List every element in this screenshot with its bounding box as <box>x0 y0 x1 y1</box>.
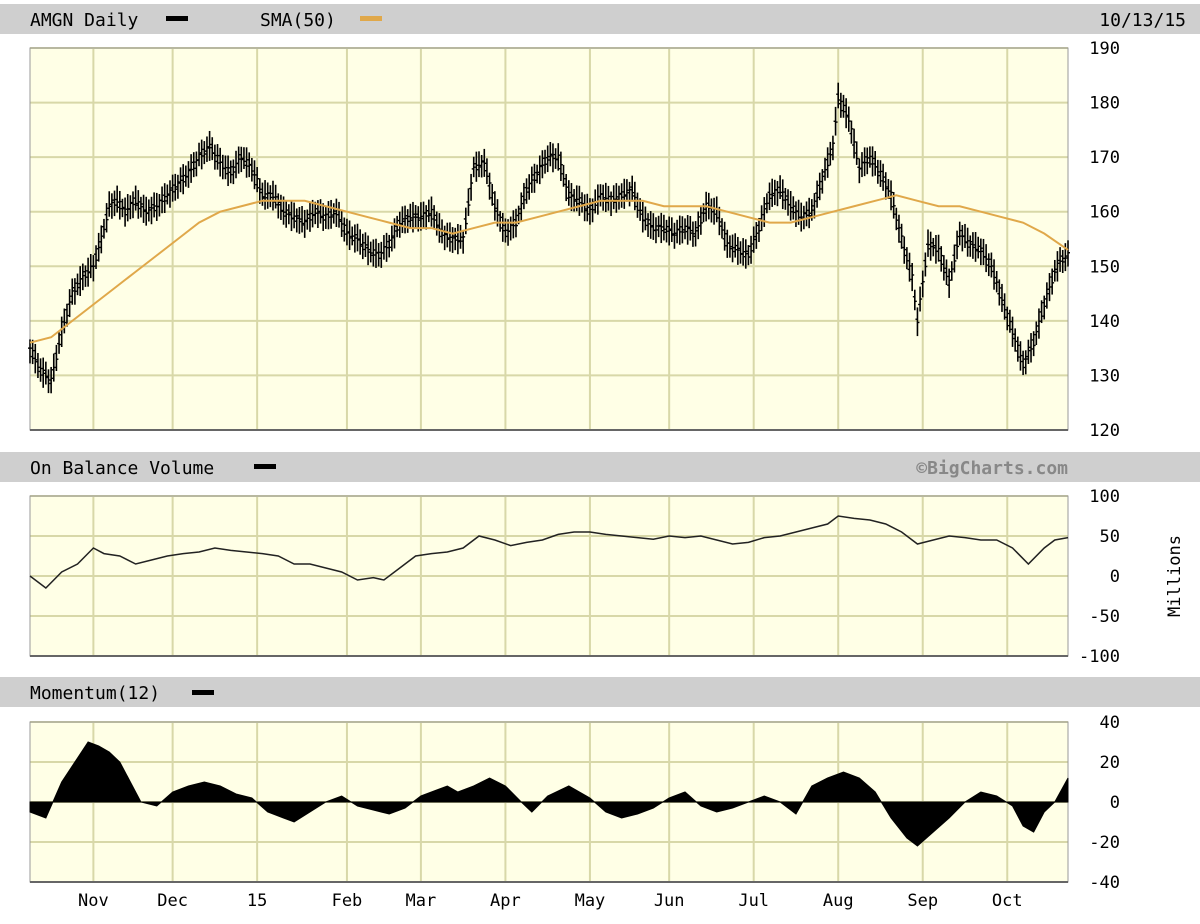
x-axis: Nov Dec 15 Feb Mar Apr May Jun Jul Aug Sep Oct <box>78 891 1023 911</box>
price-ytick-label: 140 <box>1089 312 1120 332</box>
x-tick-label: Mar <box>406 891 437 911</box>
price-plot-area <box>30 48 1068 430</box>
price-ytick-label: 170 <box>1089 148 1120 168</box>
price-legend-swatch <box>166 16 188 21</box>
chart-date: 10/13/15 <box>1099 10 1186 31</box>
x-tick-label: Feb <box>332 891 363 911</box>
price-symbol-label: AMGN Daily <box>30 10 139 31</box>
price-ytick-label: 160 <box>1089 203 1120 223</box>
momentum-panel: 40 20 0 -20 -40 <box>29 713 1120 893</box>
sma-line <box>29 194 1069 344</box>
momentum-label: Momentum(12) <box>30 683 160 704</box>
sma-legend-swatch <box>360 16 382 21</box>
obv-header-bar <box>0 452 1200 482</box>
momentum-ytick-label: -40 <box>1089 873 1120 893</box>
x-tick-label: Aug <box>823 891 854 911</box>
obv-ytick-label: 0 <box>1110 567 1120 587</box>
price-header-bar <box>0 4 1200 34</box>
x-tick-label: Sep <box>907 891 938 911</box>
obv-ylabel: Millions <box>1165 535 1185 617</box>
obv-ytick-label: 50 <box>1100 527 1120 547</box>
momentum-ytick-label: 40 <box>1100 713 1120 733</box>
x-tick-label: Jun <box>654 891 685 911</box>
price-ytick-label: 130 <box>1089 366 1120 386</box>
momentum-header-bar <box>0 677 1200 707</box>
x-tick-label: Apr <box>490 891 521 911</box>
obv-ytick-label: -100 <box>1079 647 1120 667</box>
price-ytick-label: 180 <box>1089 94 1120 114</box>
price-ytick-label: 120 <box>1089 421 1120 441</box>
obv-ytick-label: -50 <box>1089 607 1120 627</box>
x-tick-label: Nov <box>78 891 109 911</box>
obv-ytick-label: 100 <box>1089 487 1120 507</box>
price-ytick-label: 150 <box>1089 257 1120 277</box>
momentum-legend-swatch <box>192 690 214 695</box>
momentum-area <box>29 741 1069 847</box>
x-tick-label: Jul <box>738 891 769 911</box>
obv-legend-swatch <box>254 464 276 469</box>
obv-label: On Balance Volume <box>30 458 214 479</box>
price-ytick-label: 190 <box>1089 39 1120 59</box>
sma-legend-label: SMA(50) <box>260 10 336 31</box>
x-tick-label: Oct <box>992 891 1023 911</box>
x-tick-label: 15 <box>247 891 267 911</box>
momentum-ytick-label: -20 <box>1089 833 1120 853</box>
momentum-ytick-label: 20 <box>1100 753 1120 773</box>
momentum-ytick-label: 0 <box>1110 793 1120 813</box>
watermark: ©BigCharts.com <box>916 458 1068 479</box>
obv-panel: 100 50 0 -50 -100 <box>29 487 1120 667</box>
price-panel: 190 180 170 160 150 140 130 120 <box>28 39 1120 441</box>
x-tick-label: May <box>575 891 606 911</box>
obv-line <box>29 515 1069 589</box>
x-tick-label: Dec <box>157 891 188 911</box>
